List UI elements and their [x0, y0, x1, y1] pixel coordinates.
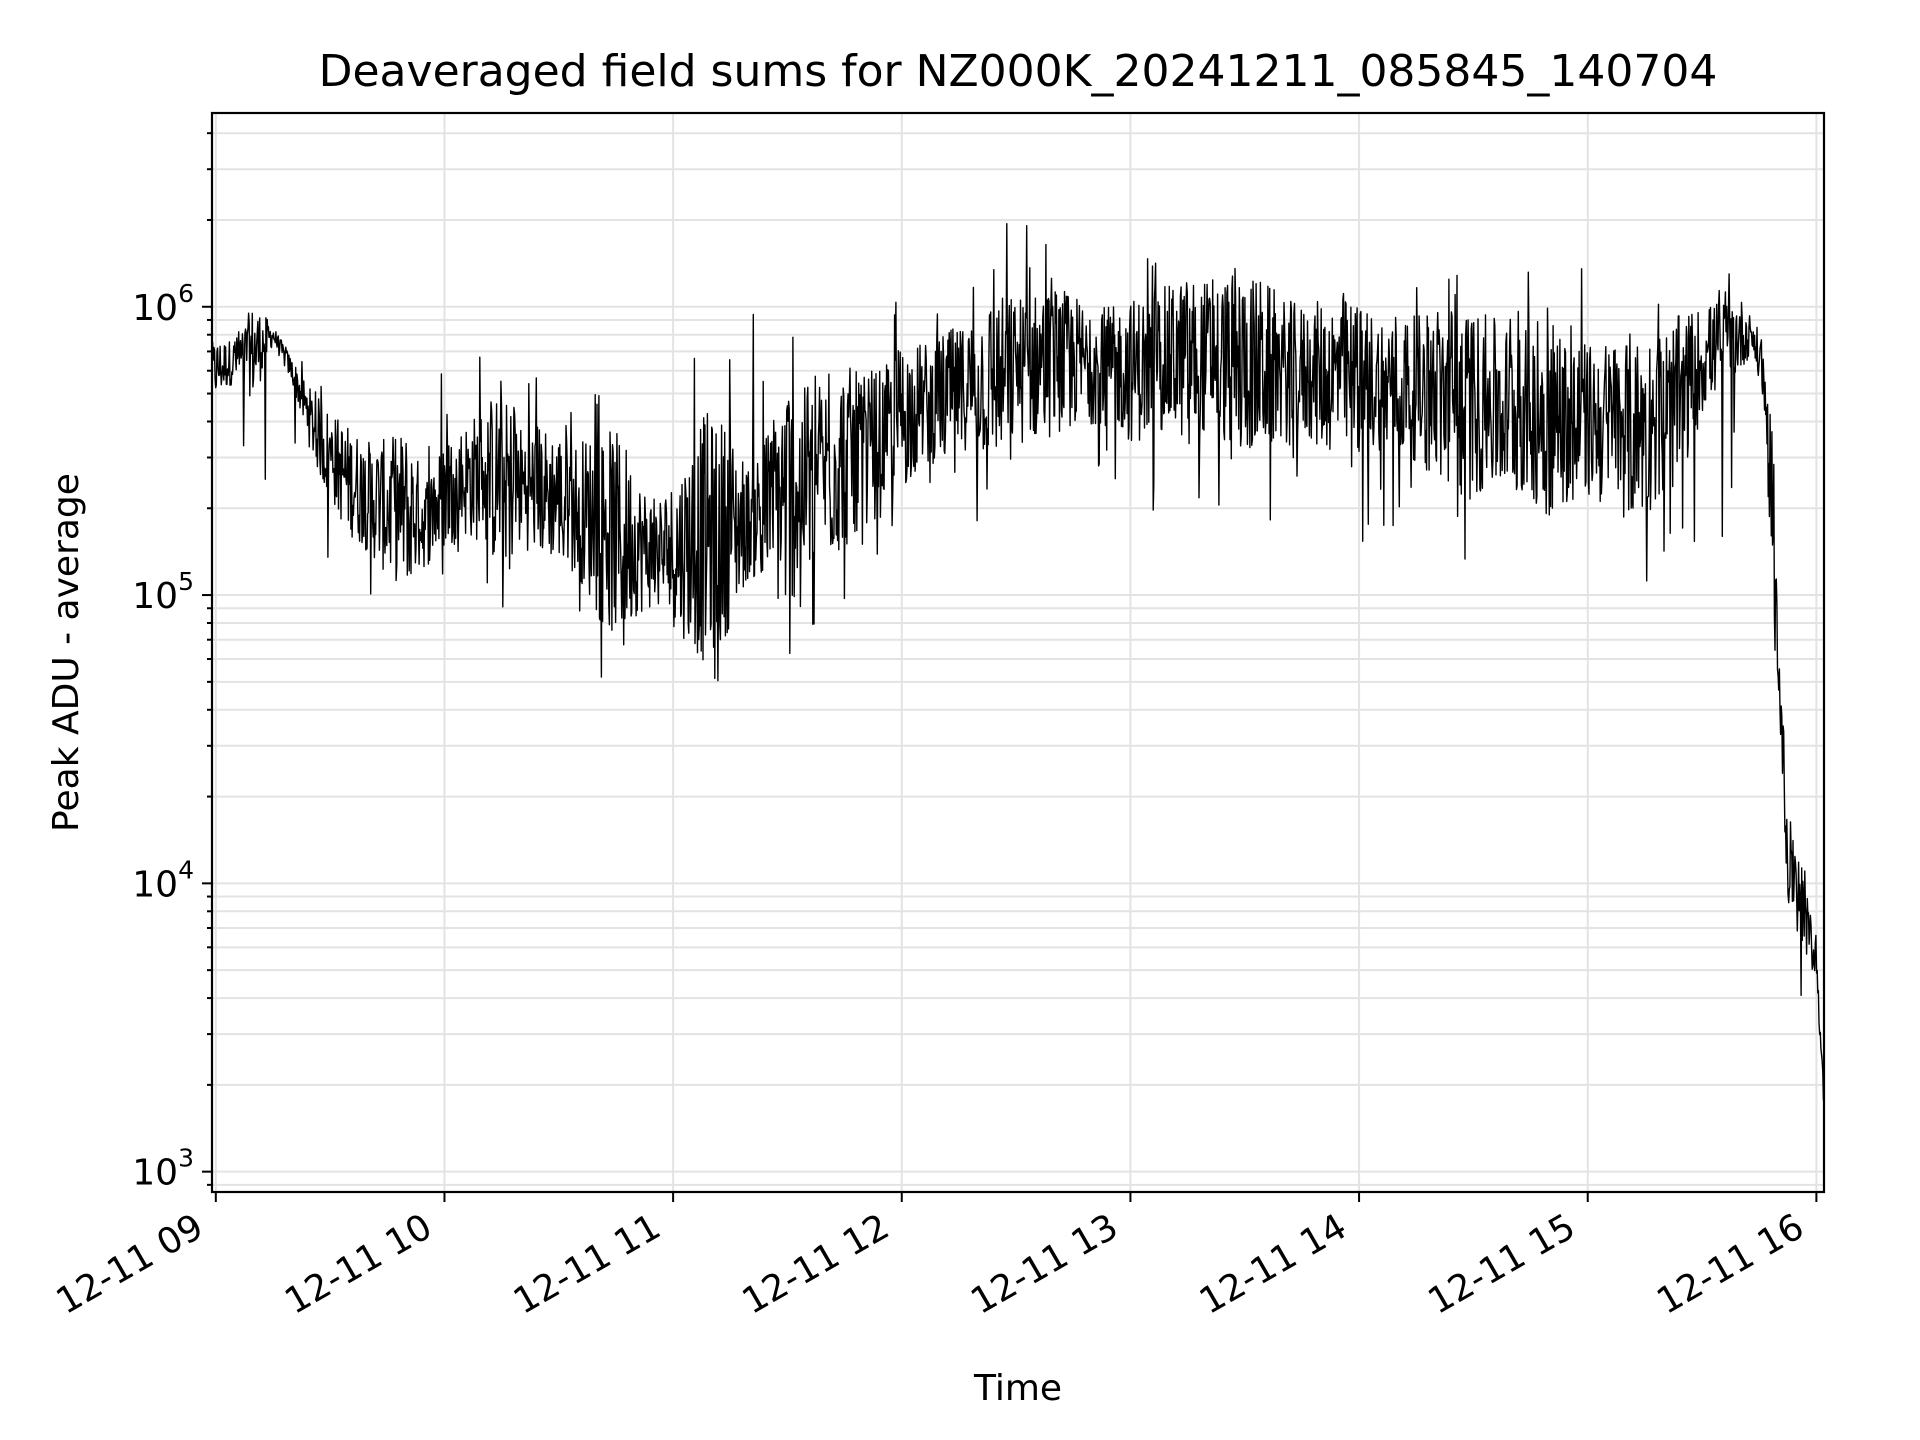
y-tick-exponent: 4	[178, 855, 194, 884]
x-axis-label: Time	[973, 1368, 1062, 1409]
y-tick-base: 10	[132, 576, 178, 617]
y-tick-exponent: 6	[178, 279, 194, 308]
chart-title: Deaveraged field sums for NZ000K_2024121…	[319, 46, 1718, 97]
y-tick-label: 106	[132, 279, 194, 329]
y-tick-exponent: 3	[178, 1144, 194, 1173]
y-tick-base: 10	[132, 288, 178, 329]
y-tick-base: 10	[132, 864, 178, 905]
y-tick-label: 103	[132, 1144, 194, 1194]
series-layer	[211, 223, 1825, 1101]
y-axis-label: Peak ADU - average	[46, 473, 87, 832]
series-line	[211, 223, 1825, 1101]
y-tick-label: 105	[132, 567, 194, 617]
y-tick-label: 104	[132, 855, 194, 905]
plot-frame	[210, 111, 1826, 1194]
y-tick-exponent: 5	[178, 567, 194, 596]
y-tick-base: 10	[132, 1153, 178, 1194]
